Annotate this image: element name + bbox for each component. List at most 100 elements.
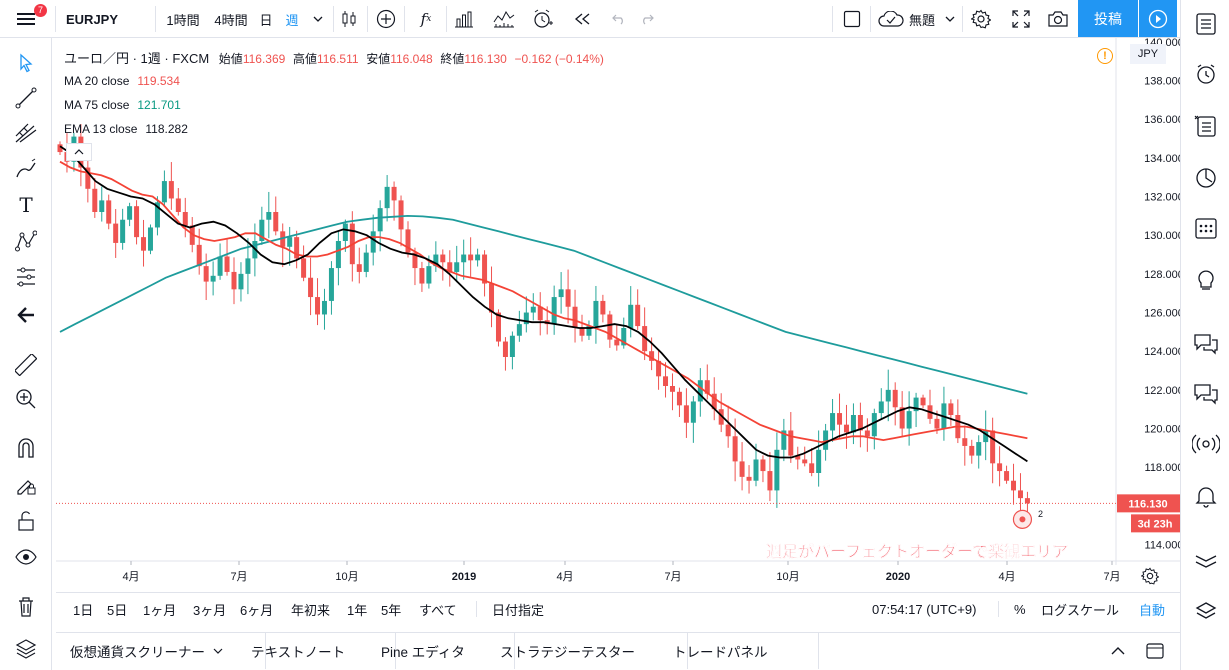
panel-collapse-button[interactable] [1108,641,1128,661]
legend-ema13[interactable]: EMA 13 close 118.282 [64,122,188,136]
candle-body [196,244,202,267]
notification-badge: 7 [34,4,48,17]
tab-text-notes[interactable]: テキストノート [237,633,396,669]
replay-button[interactable] [570,0,594,38]
layout-name[interactable]: 無題 [908,12,935,28]
candle-body [781,430,787,450]
countdown-tag [1131,514,1180,533]
snapshot-button[interactable] [1044,0,1072,38]
fib-tool[interactable] [11,118,41,148]
ohlc-open: 始値116.369 [218,52,286,66]
private-chats-button[interactable] [1190,378,1222,410]
publish-button[interactable]: 投稿 [1078,0,1138,37]
range-ytd[interactable]: 年初来 [291,602,331,618]
range-5d[interactable]: 5日 [107,602,128,618]
legend-ma20[interactable]: MA 20 close 119.534 [64,74,180,88]
log-scale-toggle[interactable]: ログスケール [1041,602,1120,618]
candle-body [245,258,251,274]
prediction-tool[interactable] [11,262,41,292]
redo-button[interactable] [636,0,658,38]
pattern-tool[interactable] [11,226,41,256]
candle-body [885,389,891,402]
range-5y[interactable]: 5年 [381,602,402,618]
tab-strategy-tester[interactable]: ストラテジーテスター [486,633,688,669]
cursor-tool[interactable] [11,48,41,78]
zoom-tool[interactable] [11,384,41,414]
chart-type-button[interactable] [338,0,360,38]
watchlist-button[interactable] [1190,8,1222,40]
back-button[interactable] [11,300,41,330]
tab-trading-panel[interactable]: トレードパネル [659,633,819,669]
undo-button[interactable] [608,0,630,38]
candle-body [586,326,592,336]
range-6m[interactable]: 6ヶ月 [240,602,274,618]
interval-4h[interactable]: 4時間 [214,12,248,28]
double-chevron-icon [1195,555,1217,568]
candle-body [906,411,912,429]
warning-icon[interactable]: ! [1097,48,1113,64]
compare-button[interactable] [374,0,398,38]
layout-button[interactable] [840,0,864,38]
range-1m[interactable]: 1ヶ月 [143,602,177,618]
symbol-search-button[interactable]: EURJPY [66,11,119,27]
fullscreen-button[interactable] [1008,0,1034,38]
percent-toggle[interactable]: % [1014,601,1026,617]
candle-body [210,275,216,282]
axis-settings-button[interactable] [1140,567,1160,588]
settings-button[interactable] [968,0,994,38]
interval-1h[interactable]: 1時間 [166,12,200,28]
panel-maximize-button[interactable] [1144,641,1166,661]
auto-scale-toggle[interactable]: 自動 [1139,602,1166,618]
interval-1d[interactable]: 日 [259,12,273,28]
ideas-button[interactable] [1190,264,1222,296]
ruler-tool[interactable] [11,350,41,380]
range-1d[interactable]: 1日 [73,602,94,618]
candle-body [231,271,237,290]
remove-drawings-tool[interactable] [11,592,41,622]
trendline-tool[interactable] [11,83,41,113]
alerts-button[interactable] [1190,58,1222,90]
legend-ma75[interactable]: MA 75 close 121.701 [64,98,181,112]
candle-body [85,167,91,189]
annotation-text[interactable]: 週足がパーフェクトオーダーで楽観エリア [766,544,1069,561]
range-3m[interactable]: 3ヶ月 [193,602,227,618]
collapse-sidebar-button[interactable] [1190,545,1222,577]
object-tree-button[interactable] [11,634,41,664]
notifications-button[interactable] [1190,480,1222,512]
hotlists-button[interactable] [1190,162,1222,194]
lock-tool[interactable] [11,506,41,536]
brush-icon [16,158,36,178]
data-window-button[interactable] [1190,110,1222,142]
layout-dropdown-button[interactable] [942,0,958,38]
menu-button[interactable]: 7 [10,0,48,38]
tab-crypto-screener[interactable]: 仮想通貨スクリーナー [56,633,266,669]
legend-collapse-button[interactable] [66,143,92,161]
brush-tool[interactable] [11,153,41,183]
candle-body [565,289,571,307]
candle-body [217,256,223,276]
streams-button[interactable] [1190,428,1222,460]
range-all[interactable]: すべて [419,602,457,618]
financials-button[interactable] [452,0,476,38]
alert-button[interactable] [530,0,556,38]
text-tool[interactable]: T [11,190,41,220]
tab-pine-editor[interactable]: Pine エディタ [367,633,515,669]
hide-drawings-tool[interactable] [11,542,41,572]
help-button[interactable] [1190,596,1222,628]
play-button[interactable] [1139,0,1177,37]
price-chart[interactable]: 114.000116.000118.000120.000122.000124.0… [56,38,1180,592]
range-1y[interactable]: 1年 [347,602,368,618]
interval-1w[interactable]: 週 [285,12,299,28]
currency-label[interactable]: JPY [1130,44,1166,64]
price-tick-label: 132.000 [1144,192,1180,204]
templates-button[interactable] [492,0,516,38]
magnet-tool[interactable] [11,433,41,463]
interval-dropdown-button[interactable] [308,0,328,38]
goto-date-button[interactable]: 日付指定 [492,602,545,618]
chats-button[interactable] [1190,328,1222,360]
clock[interactable]: 07:54:17 (UTC+9) [872,601,977,617]
calendar-button[interactable] [1190,212,1222,244]
stay-drawing-tool[interactable] [11,470,41,500]
